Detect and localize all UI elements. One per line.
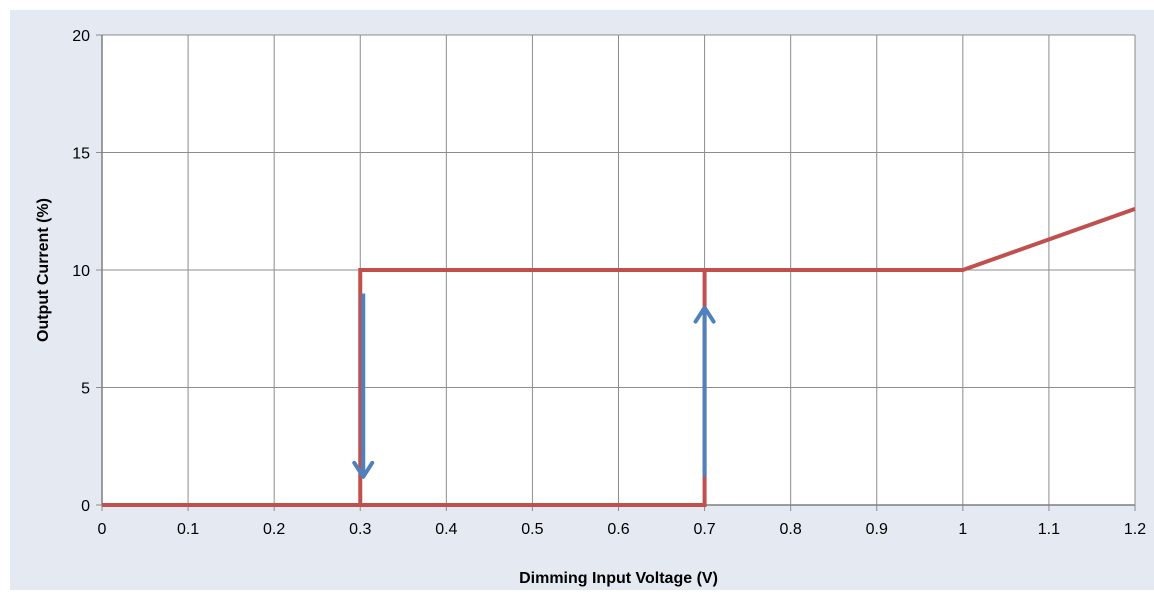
- x-axis-title: Dimming Input Voltage (V): [519, 570, 718, 587]
- x-tick-label: 0.8: [780, 521, 802, 538]
- y-tick-label: 10: [72, 263, 90, 280]
- y-tick-label: 5: [81, 381, 90, 398]
- x-tick-label: 0.9: [866, 521, 888, 538]
- x-tick-label: 0.6: [607, 521, 629, 538]
- arrow-up: [693, 305, 716, 477]
- x-tick-label: 0.3: [349, 521, 371, 538]
- x-tick-label: 1.2: [1124, 521, 1146, 538]
- y-tick-label: 20: [72, 28, 90, 45]
- x-tick-labels: 0 0.1 0.2 0.3 0.4 0.5 0.6 0.7 0.8 0.9 1 1.1 1.2: [98, 521, 1147, 538]
- arrow-head: [352, 460, 375, 479]
- y-tick-labels: 0 5 10 15 20: [72, 28, 90, 515]
- x-tick-label: 0.1: [177, 521, 199, 538]
- x-tick-label: 0.2: [263, 521, 285, 538]
- x-tick-label: 0.5: [521, 521, 543, 538]
- x-tick-label: 0.7: [693, 521, 715, 538]
- arrow-down: [352, 293, 375, 479]
- x-tick-label: 1.1: [1038, 521, 1060, 538]
- x-tick-label: 1: [958, 521, 967, 538]
- x-tick-label: 0.4: [435, 521, 457, 538]
- arrow-head: [693, 305, 716, 324]
- y-tick-label: 0: [81, 498, 90, 515]
- series-line-1: [102, 207, 1136, 507]
- gridlines: [96, 34, 1136, 511]
- x-tick-label: 0: [98, 521, 107, 538]
- y-tick-label: 15: [72, 146, 90, 163]
- arrows-layer: [352, 293, 716, 479]
- y-axis-title: Output Current (%): [35, 198, 52, 342]
